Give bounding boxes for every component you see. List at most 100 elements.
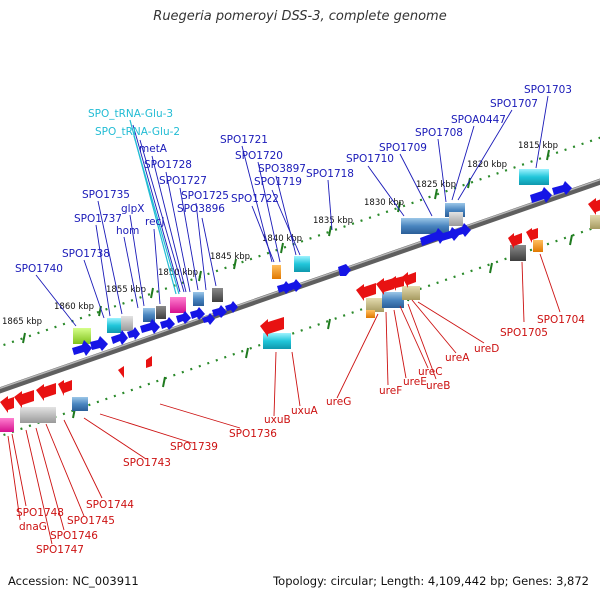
gene-box [366, 310, 375, 318]
gene-label: SPO1740 [15, 263, 63, 275]
gene-arrow [0, 396, 14, 413]
gene-label: SPO1721 [220, 134, 268, 146]
gene-label: dnaG [19, 521, 47, 533]
scale-label: 1820 kbp [467, 160, 507, 170]
gene-arrow [225, 301, 238, 313]
gene-box [382, 292, 404, 308]
scale-label: 1830 kbp [364, 198, 404, 208]
gene-label: SPOA0447 [451, 114, 506, 126]
gene-box [107, 318, 121, 333]
scale-label: 1825 kbp [416, 180, 456, 190]
gene-label: SPO1747 [36, 544, 84, 556]
gene-box [449, 212, 463, 226]
forward-gene-arrows [72, 181, 572, 356]
gene-label: hom [116, 225, 139, 237]
gene-label: ureB [426, 380, 450, 392]
gene-arrow [402, 272, 416, 288]
gene-label: ureD [474, 343, 499, 355]
gene-box [73, 328, 91, 344]
gene-arrow [118, 366, 124, 378]
gene-label: ureE [403, 376, 427, 388]
gene-box [156, 306, 166, 319]
gene-label: SPO1728 [144, 159, 192, 171]
gene-box [0, 418, 14, 432]
gene-box [263, 333, 291, 349]
scale-label: 1855 kbp [106, 285, 146, 295]
gene-label: SPO1725 [181, 190, 229, 202]
gene-box [170, 297, 186, 313]
forward-leader-lines [35, 95, 549, 327]
gene-label: recJ [145, 216, 164, 228]
gene-label: SPO1705 [500, 327, 548, 339]
gene-label: glpX [121, 203, 144, 215]
gene-arrow [176, 311, 191, 324]
gene-arrow [376, 278, 394, 295]
gene-label: SPO1722 [231, 193, 279, 205]
gene-label: uxuB [264, 414, 291, 426]
scale-ticks [22, 149, 573, 419]
gene-arrow [338, 264, 351, 276]
gene-arrow [260, 317, 284, 337]
gene-label: metA [139, 143, 168, 155]
gene-label: ureF [379, 385, 402, 397]
gene-label: SPO1746 [50, 530, 98, 542]
gene-label: SPO1745 [67, 515, 115, 527]
trna-leader-lines [129, 119, 180, 295]
scale-labels: 1865 kbp 1860 kbp 1855 kbp 1850 kbp 1845… [2, 141, 558, 327]
gene-label: ureA [445, 352, 470, 364]
gene-arrow [58, 380, 72, 396]
gene-box [294, 256, 310, 272]
gene-arrow [111, 330, 128, 345]
gene-label: SPO1727 [159, 175, 207, 187]
gene-box [510, 245, 526, 261]
gene-label: SPO3896 [177, 203, 225, 215]
scale-label: 1860 kbp [54, 302, 94, 312]
gene-label: SPO1708 [415, 127, 463, 139]
gene-label: SPO1718 [306, 168, 354, 180]
gene-label: uxuA [291, 405, 319, 417]
gene-box [533, 240, 543, 252]
gene-box [143, 308, 155, 322]
gene-label: SPO1703 [524, 84, 572, 96]
gene-arrow [190, 307, 205, 320]
gene-arrow [212, 305, 227, 318]
gene-arrow [420, 228, 446, 246]
gene-label: SPO1710 [346, 153, 394, 165]
gene-arrow [508, 233, 522, 249]
map-title: Ruegeria pomeroyi DSS-3, complete genome [153, 9, 447, 24]
gene-box [193, 292, 204, 306]
gene-arrow [202, 313, 215, 325]
gene-arrow [588, 198, 600, 215]
gene-box [272, 265, 281, 279]
gene-box [366, 298, 384, 312]
gene-arrow [526, 228, 538, 243]
gene-arrow [90, 336, 108, 351]
gene-box [590, 215, 600, 229]
scale-label: 1835 kbp [313, 216, 353, 226]
gene-label: SPO1748 [16, 507, 64, 519]
gene-arrow [72, 340, 92, 356]
gene-label: SPO1704 [537, 314, 585, 326]
reverse-gene-arrows [0, 198, 600, 413]
gene-box [20, 407, 56, 423]
gene-label: SPO3897 [258, 163, 306, 175]
reverse-gene-labels: SPO1705 SPO1704 ureD ureA ureB ureC ureE… [16, 314, 585, 556]
gene-label: SPO1739 [170, 441, 218, 453]
gene-label: SPO1737 [74, 213, 122, 225]
accession-text: Accession: NC_003911 [8, 574, 139, 588]
scale-label: 1865 kbp [2, 317, 42, 327]
scale-label: 1850 kbp [158, 268, 198, 278]
gene-label: SPO1707 [490, 98, 538, 110]
gene-label: SPO1709 [379, 142, 427, 154]
trna-label: SPO_tRNA-Glu-3 [88, 108, 173, 120]
gene-arrow [127, 327, 140, 340]
gene-label: SPO1738 [62, 248, 110, 260]
gene-label: SPO1719 [254, 176, 302, 188]
gene-arrow [140, 319, 160, 334]
gene-arrow [356, 283, 376, 301]
gene-arrow [288, 279, 302, 292]
gene-arrow [454, 223, 471, 237]
gene-label: SPO1744 [86, 499, 134, 511]
